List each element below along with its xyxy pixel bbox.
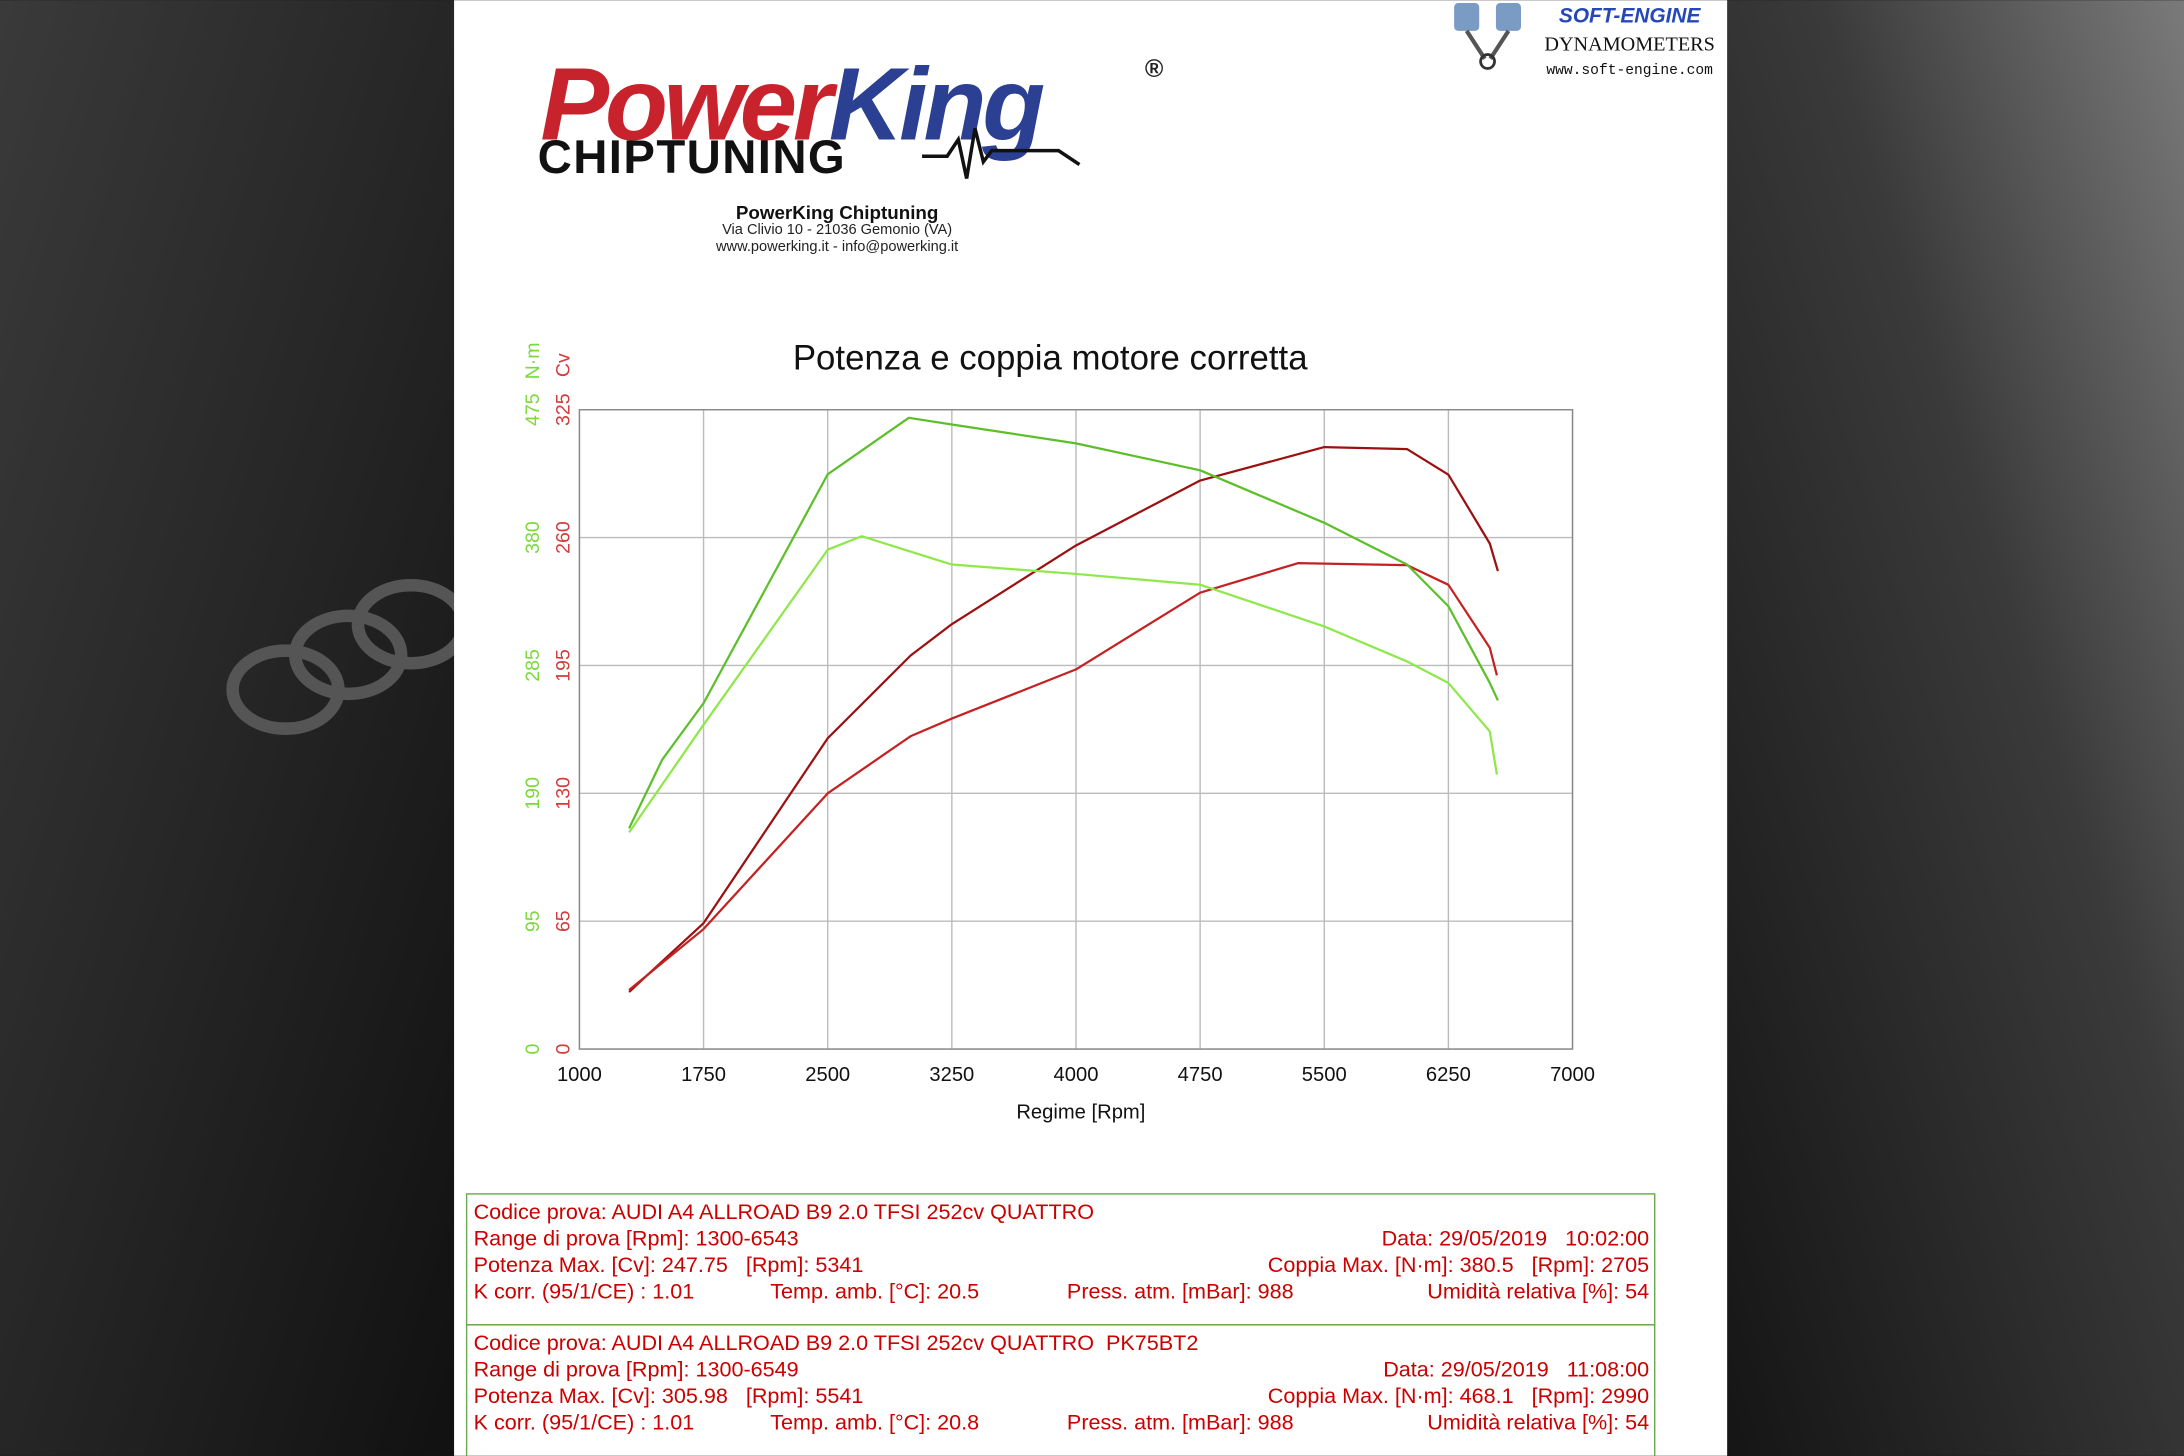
test-k-corr: K corr. (95/1/CE) : 1.01 [474, 1409, 695, 1434]
test-temp: Temp. amb. [°C]: 20.5 [770, 1278, 979, 1303]
x-tick-label: 1750 [681, 1064, 726, 1086]
test-torque: Coppia Max. [N·m]: 380.5 [Rpm]: 2705 [1268, 1252, 1649, 1277]
y-tick-label: 130 [553, 777, 575, 810]
test-torque: Coppia Max. [N·m]: 468.1 [Rpm]: 2990 [1268, 1383, 1649, 1408]
logo-pulse [922, 127, 1081, 179]
y2-tick-label: 475 [522, 393, 544, 426]
series-line [628, 416, 1499, 829]
x-tick-label: 1000 [557, 1064, 602, 1086]
info: Codice prova: AUDI A4 ALLROAD B9 2.0 TFS… [474, 1199, 1650, 1434]
info-box [465, 1324, 1656, 1456]
y-tick-label: 260 [553, 521, 575, 554]
y2-tick-label: 380 [522, 521, 544, 554]
x-tick-label: 4000 [1054, 1064, 1099, 1086]
sheet [454, 0, 1728, 1456]
y-tick-label: 0 [553, 1043, 575, 1054]
test-pressure: Press. atm. [mBar]: 988 [1067, 1278, 1294, 1303]
logo-king: King [829, 47, 1044, 162]
test-power: Potenza Max. [Cv]: 247.75 [Rpm]: 5341 [474, 1252, 864, 1277]
series-line [628, 535, 1498, 833]
chart: 1000 1750 2500 3250 4000 4750 5500 6250 70000651… [522, 343, 1595, 1087]
x-axis-label: Regime [Rpm] [1016, 1102, 1145, 1124]
y2-tick-label: 190 [522, 777, 544, 810]
company-contacts: www.powerking.it - info@powerking.it [715, 239, 958, 255]
x-tick-label: 2500 [805, 1064, 850, 1086]
test-range: Range di prova [Rpm]: 1300-6543 [474, 1225, 799, 1250]
brand-subtitle: DYNAMOMETERS [1544, 33, 1714, 55]
y-tick-label: 65 [553, 910, 575, 932]
series-line [628, 445, 1499, 993]
test-title: Codice prova: AUDI A4 ALLROAD B9 2.0 TFS… [474, 1330, 1199, 1355]
brand-name: SOFT-ENGINE [1559, 5, 1702, 28]
test-humidity: Umidità relativa [%]: 54 [1427, 1409, 1649, 1434]
background-photo [1727, 0, 2184, 1456]
company-name: PowerKing Chiptuning [736, 202, 939, 223]
chart-title: Potenza e coppia motore corretta [793, 338, 1308, 377]
logo-power: Power [540, 47, 837, 162]
y-tick-label: 195 [553, 649, 575, 682]
y-axis-label: Cv [553, 353, 575, 377]
x-tick-label: 3250 [929, 1064, 974, 1086]
registered: ® [1145, 55, 1164, 83]
y2-tick-label: 0 [522, 1043, 544, 1054]
y-tick-label: 325 [553, 393, 575, 426]
y2-tick-label: 95 [522, 910, 544, 932]
y2-axis-label: N·m [522, 343, 544, 380]
x-tick-label: 4750 [1178, 1064, 1223, 1086]
test-range: Range di prova [Rpm]: 1300-6549 [474, 1356, 799, 1381]
x-tick-label: 7000 [1550, 1064, 1595, 1086]
logo-sub: CHIPTUNING [538, 131, 847, 184]
test-power: Potenza Max. [Cv]: 305.98 [Rpm]: 5541 [474, 1383, 864, 1408]
brand-url: www.soft-engine.com [1546, 63, 1713, 79]
test-temp: Temp. amb. [°C]: 20.8 [770, 1409, 979, 1434]
y2-tick-label: 285 [522, 649, 544, 682]
company-address: Via Clivio 10 - 21036 Gemonio (VA) [722, 222, 952, 238]
test-title: Codice prova: AUDI A4 ALLROAD B9 2.0 TFS… [474, 1199, 1094, 1224]
test-humidity: Umidità relativa [%]: 54 [1427, 1278, 1649, 1303]
logo-text: PowerKing [540, 47, 1044, 162]
test-date: Data: 29/05/2019 10:02:00 [1382, 1225, 1650, 1250]
series-line [628, 562, 1498, 991]
plot-frame [578, 409, 1574, 1050]
background-photo [0, 0, 455, 1456]
x-tick-label: 5500 [1302, 1064, 1347, 1086]
test-date: Data: 29/05/2019 11:08:00 [1383, 1356, 1649, 1381]
x-tick-label: 6250 [1426, 1064, 1471, 1086]
piston-icon [1454, 3, 1521, 70]
test-k-corr: K corr. (95/1/CE) : 1.01 [474, 1278, 695, 1303]
test-pressure: Press. atm. [mBar]: 988 [1067, 1409, 1294, 1434]
